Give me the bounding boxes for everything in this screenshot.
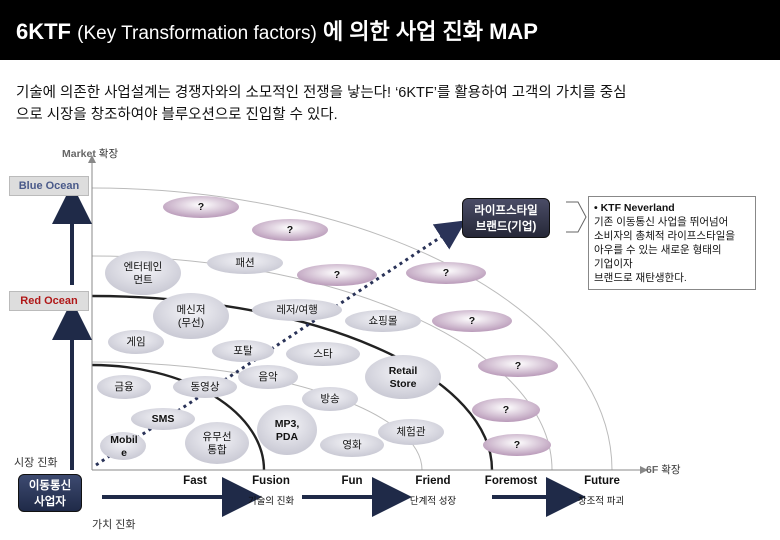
intro-line-2: 으로 시장을 창조하여야 블루오션으로 진입할 수 있다.	[16, 107, 338, 123]
info-line-4: 기업이자	[594, 258, 633, 270]
bubble-mp3	[257, 405, 317, 455]
bubble-movie	[320, 433, 384, 457]
lifestyle-brand-line-1: 라이프스타일	[474, 205, 538, 217]
stage-fusion: Fusion	[252, 475, 290, 487]
telecom-operator-box: 이동통신 사업자	[18, 474, 82, 512]
page-title: 6KTF (Key Transformation factors) 에 의한 사…	[16, 14, 538, 46]
value-evolution-label: 가치 진화	[92, 519, 136, 531]
label-unknown-3: ?	[333, 269, 341, 281]
info-head: • KTF Neverland	[594, 202, 675, 214]
label-shopping: 쇼핑몰	[368, 315, 398, 327]
arrow-label-tech-evolution: 기술의 진화	[247, 496, 295, 507]
x-axis-label-en: 6F	[646, 464, 659, 476]
bubble-experience	[378, 419, 444, 445]
label-retail: Retail Store	[388, 365, 418, 390]
label-finance: 금융	[114, 381, 134, 393]
bubble-wired-wireless	[185, 422, 249, 464]
stage-friend: Friend	[415, 475, 451, 487]
bubble-unknown-6	[478, 355, 558, 377]
telecom-operator-line-1: 이동통신	[28, 480, 72, 492]
stage-fun: Fun	[341, 475, 363, 487]
bubble-unknown-2	[252, 219, 328, 241]
telecom-operator-line-2: 사업자	[34, 496, 66, 508]
bubble-video	[173, 376, 237, 398]
info-line-5: 브랜드로 재탄생한다.	[594, 272, 687, 284]
y-axis-label-en: Market	[62, 148, 96, 160]
label-movie: 영화	[342, 439, 362, 451]
label-music: 음악	[258, 371, 278, 383]
intro-text: 기술에 의존한 사업설계는 경쟁자와의 소모적인 전쟁을 낳는다! ‘6KTF’…	[16, 82, 716, 126]
bubble-finance	[97, 375, 151, 399]
label-game: 게임	[126, 336, 146, 348]
lifestyle-brand-line-2: 브랜드(기업)	[475, 221, 537, 233]
bubble-unknown-1	[163, 196, 239, 218]
bubble-fashion	[207, 252, 283, 274]
stage-foremost: Foremost	[484, 475, 538, 487]
bubble-retail	[365, 355, 441, 399]
label-messenger: 메신저 (무선)	[176, 304, 206, 329]
label-unknown-8: ?	[513, 439, 521, 451]
label-unknown-2: ?	[286, 224, 294, 236]
info-line-3: 아우를 수 있는 새로운 형태의	[594, 244, 722, 256]
ktf-neverland-info: • KTF Neverland 기존 이동통신 사업을 뛰어넘어 소비자의 총체…	[588, 196, 756, 290]
label-entertainment: 엔터테인 먼트	[123, 261, 163, 286]
info-line-2: 소비자의 총체적 라이프스타일을	[594, 230, 736, 242]
bubble-unknown-8	[483, 434, 551, 456]
bubble-star	[286, 342, 360, 366]
stage-fast: Fast	[183, 475, 207, 487]
label-unknown-5: ?	[468, 315, 476, 327]
label-wired-wireless: 유무선 통합	[202, 431, 232, 456]
blue-ocean-label: Blue Ocean	[9, 176, 89, 196]
title-sub: (Key Transformation factors)	[77, 23, 317, 44]
arrow-label-step-growth: 단계적 성장	[409, 496, 457, 507]
label-mp3: MP3, PDA	[274, 418, 300, 443]
lifestyle-brand-box: 라이프스타일 브랜드(기업)	[462, 198, 550, 238]
bubble-broadcast	[302, 387, 358, 411]
label-sms: SMS	[151, 413, 175, 425]
intro-line-1: 기술에 의존한 사업설계는 경쟁자와의 소모적인 전쟁을 낳는다! ‘6KTF’…	[16, 85, 627, 101]
market-evolution-label: 시장 진화	[14, 457, 58, 469]
label-video: 동영상	[190, 381, 220, 393]
label-unknown-6: ?	[514, 360, 522, 372]
title-rest: 에 의한 사업 진화 MAP	[322, 19, 538, 44]
label-broadcast: 방송	[320, 393, 340, 405]
bubble-shopping	[345, 310, 421, 332]
bubble-mobile	[100, 432, 146, 460]
info-bracket	[566, 201, 587, 233]
label-unknown-1: ?	[197, 201, 205, 213]
label-leisure: 레저/여행	[276, 304, 318, 316]
bubble-messenger	[153, 293, 229, 339]
bubble-game	[108, 330, 164, 354]
red-ocean-label: Red Ocean	[9, 291, 89, 311]
bubble-sms	[131, 408, 195, 430]
label-unknown-7: ?	[502, 404, 510, 416]
info-line-1: 기존 이동통신 사업을 뛰어넘어	[594, 216, 729, 228]
label-mobile: Mobil e	[110, 434, 138, 459]
bubble-leisure	[252, 299, 342, 321]
y-axis-arrowhead	[88, 155, 96, 163]
bubble-unknown-4	[406, 262, 486, 284]
label-star: 스타	[313, 348, 333, 360]
y-axis-label-ko: 확장	[98, 148, 119, 160]
bubble-music	[238, 365, 298, 389]
x-axis-label-ko: 확장	[661, 464, 681, 476]
stage-future: Future	[584, 475, 620, 487]
bubble-entertainment	[105, 251, 181, 295]
bubble-portal	[212, 340, 274, 362]
label-experience: 체험관	[396, 426, 426, 438]
x-axis-label: 6F 확장	[646, 462, 681, 477]
label-unknown-4: ?	[442, 267, 450, 279]
label-portal: 포탈	[233, 345, 253, 357]
title-main: 6KTF	[16, 19, 71, 44]
bubble-unknown-5	[432, 310, 512, 332]
title-bar: 6KTF (Key Transformation factors) 에 의한 사…	[0, 0, 780, 60]
y-axis-label: Market 확장	[62, 146, 118, 161]
arrow-label-creative-destruction: 창조적 파괴	[577, 496, 625, 507]
bubble-unknown-3	[297, 264, 377, 286]
bubble-unknown-7	[472, 398, 540, 422]
label-fashion: 패션	[235, 257, 255, 269]
x-axis-arrowhead	[640, 466, 648, 474]
